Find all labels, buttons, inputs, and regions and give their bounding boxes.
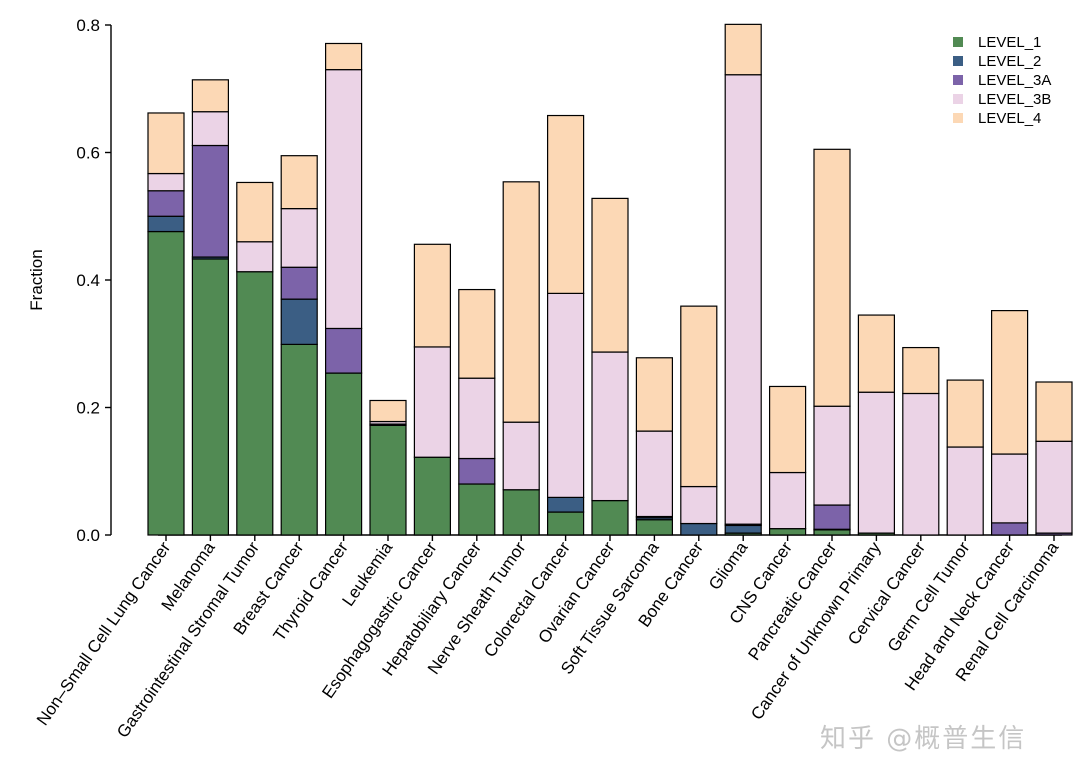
bar-segment <box>458 483 496 536</box>
bar-segment <box>768 471 807 530</box>
bar-segment <box>813 405 851 506</box>
bar-segment <box>680 305 718 488</box>
legend-swatch <box>953 94 963 104</box>
bar-segment <box>546 292 585 498</box>
bar-segment <box>591 197 629 353</box>
y-tick-label: 0.8 <box>76 16 100 35</box>
legend-swatch <box>953 75 963 85</box>
bar-segment <box>236 241 274 273</box>
bar-segment <box>280 266 318 300</box>
bar-segment <box>680 522 718 536</box>
bar-segment <box>191 258 229 536</box>
legend-swatch <box>953 37 963 47</box>
bar-segment <box>635 357 674 432</box>
legend-label: LEVEL_2 <box>978 53 1041 70</box>
bar-segment <box>458 377 496 460</box>
bar-segment <box>724 524 762 534</box>
bar-segment <box>546 496 585 513</box>
bar-segment <box>1035 440 1073 534</box>
bar-segment <box>591 351 629 502</box>
bar-segment <box>724 23 762 76</box>
bar-segment <box>1035 381 1073 442</box>
bar-segment <box>813 529 851 536</box>
bar-segment <box>502 181 540 423</box>
y-axis-label: Fraction <box>27 249 46 310</box>
bar-segment <box>546 511 585 536</box>
legend-swatch <box>953 56 963 66</box>
bar-segment <box>413 456 451 536</box>
bar-segment <box>946 379 984 448</box>
bar-segment <box>280 343 318 536</box>
bar-segment <box>990 453 1029 524</box>
bar-segment <box>369 399 407 423</box>
bar-segment <box>147 190 185 217</box>
bar-segment <box>191 144 229 258</box>
bar-segment <box>635 430 674 518</box>
bar-segment <box>280 208 318 268</box>
legend-label: LEVEL_1 <box>978 34 1041 51</box>
watermark: 知乎 @概普生信 <box>820 724 1027 754</box>
bar-segment <box>147 215 185 233</box>
bar-segment <box>990 310 1029 455</box>
bar-segment <box>680 485 718 525</box>
bar-segment <box>902 346 940 395</box>
legend-label: LEVEL_3A <box>978 72 1051 89</box>
bar-segment <box>813 148 851 407</box>
bar-segment <box>813 504 851 530</box>
bar-segment <box>546 114 585 294</box>
bar-segment <box>458 288 496 379</box>
x-tick-label: Germ Cell Tumor <box>884 538 974 655</box>
bar-segment <box>236 181 274 243</box>
bar-segment <box>458 457 496 485</box>
bar-segment <box>902 392 940 536</box>
y-tick-label: 0.4 <box>76 271 100 290</box>
bar-segment <box>147 112 185 175</box>
y-tick-label: 0.6 <box>76 144 100 163</box>
bar-segment <box>635 519 674 536</box>
bar-segment <box>413 346 451 458</box>
x-tick-label: Glioma <box>705 538 752 593</box>
bar-segment <box>280 298 318 345</box>
bar-segment <box>768 528 807 536</box>
bar-segment <box>280 155 318 210</box>
bar-segment <box>147 172 185 192</box>
bar-segment <box>502 421 540 491</box>
bar-segment <box>591 499 629 536</box>
bar-segment <box>768 385 807 474</box>
bar-segment <box>325 69 363 330</box>
bar-segment <box>325 372 363 536</box>
bar-segment <box>191 111 229 147</box>
bar-segment <box>990 522 1029 536</box>
bar-segment <box>369 424 407 536</box>
bar-segment <box>325 42 363 71</box>
legend-swatch <box>953 113 963 123</box>
bar-segment <box>413 243 451 348</box>
bar-segment <box>857 391 896 534</box>
bar-segment <box>191 79 229 113</box>
legend-label: LEVEL_4 <box>978 110 1041 127</box>
y-tick-label: 0.2 <box>76 399 100 418</box>
y-tick-label: 0.0 <box>76 526 100 545</box>
bar-segment <box>147 230 185 536</box>
bar-segment <box>946 446 984 536</box>
legend-label: LEVEL_3B <box>978 91 1051 108</box>
bar-segment <box>502 489 540 536</box>
bar-segment <box>857 314 896 393</box>
bar-segment <box>325 327 363 374</box>
bar-segment <box>236 271 274 536</box>
bar-segment <box>724 74 762 525</box>
